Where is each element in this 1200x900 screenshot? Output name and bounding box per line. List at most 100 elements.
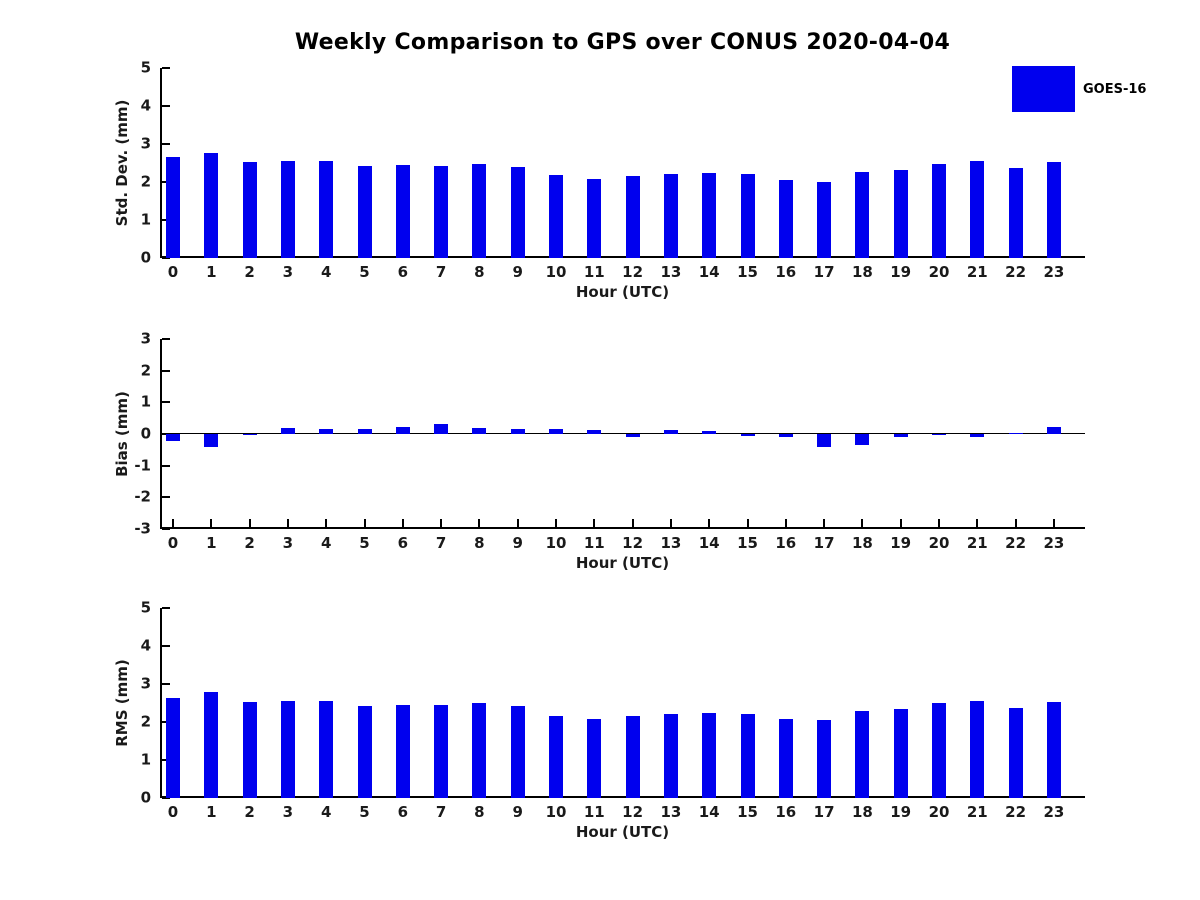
x-tick-label: 21 bbox=[966, 263, 988, 281]
bar-hour-13 bbox=[663, 430, 678, 434]
x-tick-label: 2 bbox=[244, 803, 255, 821]
bar-hour-14 bbox=[702, 712, 717, 798]
x-tick bbox=[478, 519, 481, 527]
x-tick-label: 12 bbox=[622, 534, 644, 552]
x-tick bbox=[172, 519, 174, 527]
x-tick-label: 19 bbox=[890, 263, 912, 281]
x-tick bbox=[248, 519, 251, 527]
x-tick-label: 14 bbox=[698, 263, 720, 281]
bar-hour-4 bbox=[319, 161, 334, 258]
y-tick-label: 4 bbox=[140, 96, 151, 115]
bar-hour-22 bbox=[1008, 168, 1023, 258]
x-tick bbox=[325, 519, 328, 527]
x-tick bbox=[555, 519, 557, 527]
y-tick-label: -2 bbox=[134, 487, 151, 506]
x-tick-label: 20 bbox=[928, 534, 950, 552]
x-tick-label: 13 bbox=[660, 803, 682, 821]
x-tick bbox=[210, 519, 213, 527]
bar-hour-19 bbox=[893, 169, 908, 258]
x-tick bbox=[899, 519, 902, 527]
y-tick bbox=[162, 369, 170, 372]
y-tick bbox=[162, 797, 170, 799]
chart-title: Weekly Comparison to GPS over CONUS 2020… bbox=[294, 30, 951, 55]
bar-hour-18 bbox=[855, 172, 870, 258]
x-tick-label: 16 bbox=[775, 263, 797, 281]
x-tick-label: 5 bbox=[359, 263, 370, 281]
x-tick bbox=[938, 519, 940, 527]
y-tick bbox=[162, 105, 170, 107]
y-axis-label-rms: RMS (mm) bbox=[113, 659, 131, 747]
y-tick-label: 0 bbox=[140, 788, 151, 807]
x-tick-label: 22 bbox=[1005, 803, 1027, 821]
x-tick-label: 1 bbox=[206, 263, 217, 281]
x-tick-label: 16 bbox=[775, 803, 797, 821]
x-axis-label: Hour (UTC) bbox=[575, 283, 670, 301]
y-tick-label: 1 bbox=[140, 392, 151, 411]
bar-hour-6 bbox=[395, 165, 410, 258]
y-tick bbox=[162, 645, 170, 647]
bar-hour-20 bbox=[932, 703, 946, 798]
bar-hour-17 bbox=[817, 434, 832, 447]
x-tick bbox=[669, 519, 672, 527]
bar-hour-7 bbox=[434, 423, 449, 434]
x-tick-label: 21 bbox=[966, 534, 988, 552]
subplot-std-dev: Hour (UTC) 0 1 2 3 4 5 0 1 2 3 4 5 6 7 8 9 10 11 12 13 14 15 1… bbox=[141, 60, 1085, 300]
x-tick-label: 14 bbox=[698, 534, 720, 552]
bar-hour-11 bbox=[587, 718, 602, 798]
zero-line bbox=[160, 433, 1085, 434]
bar-hour-0 bbox=[166, 697, 180, 798]
bar-hour-14 bbox=[702, 172, 717, 258]
x-axis-spine bbox=[160, 256, 1085, 258]
x-tick-label: 4 bbox=[320, 263, 332, 281]
bar-hour-7 bbox=[434, 704, 449, 798]
y-tick-label: -3 bbox=[134, 519, 151, 538]
bar-hour-1 bbox=[204, 692, 219, 798]
x-tick-label: 1 bbox=[206, 534, 217, 552]
bar-hour-18 bbox=[855, 710, 870, 798]
bar-hour-5 bbox=[357, 428, 372, 434]
bar-hour-15 bbox=[740, 174, 755, 258]
x-axis-label: Hour (UTC) bbox=[575, 823, 670, 841]
bar-hour-22 bbox=[1008, 432, 1023, 434]
y-tick-label: 5 bbox=[140, 58, 151, 77]
x-tick-label: 6 bbox=[397, 263, 409, 281]
subplot-bias: Hour (UTC) -3 -2 -1 0 1 2 3 0 1 2 3 4 5 6 7 8 9 10 11 12 13 1… bbox=[134, 331, 1085, 571]
bar-hour-6 bbox=[395, 426, 410, 434]
bar-hour-3 bbox=[280, 428, 295, 434]
bar-hour-4 bbox=[319, 700, 334, 798]
y-axis-label-bias: Bias (mm) bbox=[113, 391, 131, 477]
legend: GOES-16 bbox=[1012, 66, 1146, 112]
x-tick bbox=[1052, 519, 1055, 527]
x-tick-label: 4 bbox=[320, 803, 332, 821]
y-tick-label: -1 bbox=[134, 456, 151, 475]
x-tick-label: 10 bbox=[545, 534, 567, 552]
bar-hour-2 bbox=[242, 162, 257, 258]
y-tick bbox=[162, 338, 170, 340]
bar-hour-18 bbox=[855, 434, 870, 445]
bar-hour-21 bbox=[970, 434, 985, 437]
bar-hour-5 bbox=[357, 166, 372, 258]
x-tick-label: 0 bbox=[167, 263, 179, 281]
bar-hour-6 bbox=[395, 704, 410, 798]
bar-hour-20 bbox=[932, 434, 946, 435]
bar-hour-13 bbox=[663, 713, 678, 798]
bar-hour-3 bbox=[280, 161, 295, 258]
x-tick-label: 8 bbox=[474, 803, 485, 821]
y-tick-label: 2 bbox=[140, 712, 151, 731]
x-tick-label: 3 bbox=[282, 534, 294, 552]
x-tick-label: 7 bbox=[435, 803, 447, 821]
x-tick-label: 17 bbox=[813, 534, 835, 552]
bar-hour-23 bbox=[1046, 162, 1061, 258]
bar-hour-9 bbox=[510, 429, 525, 434]
y-axis-spine bbox=[160, 608, 162, 798]
y-tick bbox=[162, 433, 170, 435]
x-tick bbox=[784, 519, 787, 527]
x-tick-label: 23 bbox=[1043, 534, 1065, 552]
x-tick-label: 0 bbox=[167, 803, 179, 821]
y-tick-label: 4 bbox=[140, 636, 151, 655]
bar-hour-10 bbox=[549, 715, 563, 798]
y-tick-label: 3 bbox=[140, 134, 151, 153]
x-tick-label: 10 bbox=[545, 803, 567, 821]
x-tick-label: 9 bbox=[512, 803, 523, 821]
x-tick-label: 15 bbox=[737, 534, 758, 552]
